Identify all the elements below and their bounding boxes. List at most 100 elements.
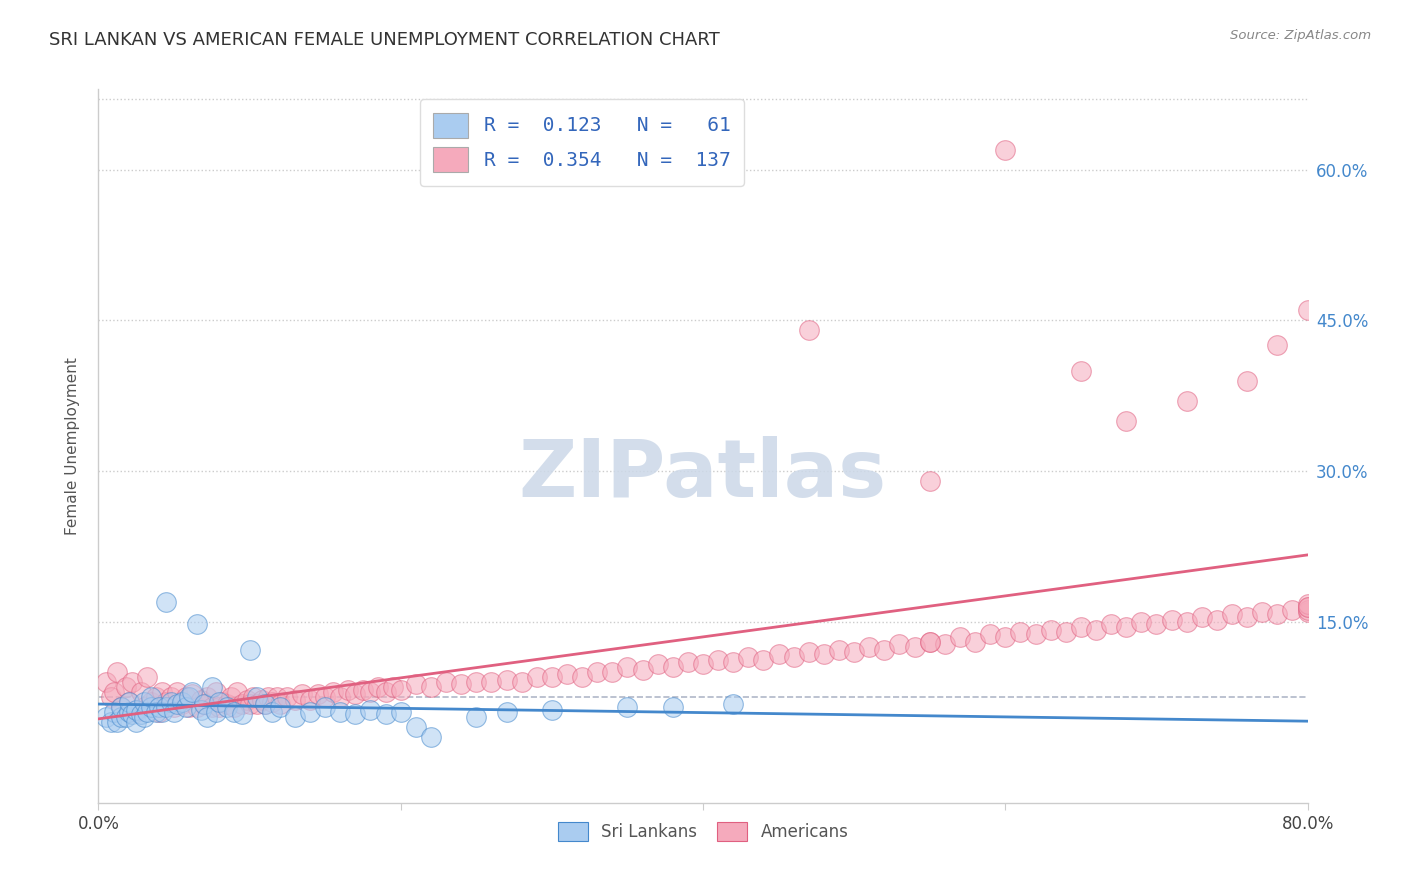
- Point: [186, 700, 208, 714]
- Point: [1024, 627, 1046, 641]
- Point: [360, 703, 382, 717]
- Point: [918, 474, 941, 488]
- Point: [129, 707, 152, 722]
- Point: [1160, 613, 1182, 627]
- Point: [889, 637, 911, 651]
- Point: [135, 670, 157, 684]
- Point: [918, 635, 941, 649]
- Point: [329, 706, 352, 720]
- Point: [163, 700, 186, 714]
- Point: [224, 706, 246, 720]
- Point: [141, 700, 163, 714]
- Point: [434, 675, 457, 690]
- Point: [405, 677, 427, 691]
- Point: [352, 683, 374, 698]
- Point: [205, 706, 228, 720]
- Legend: Sri Lankans, Americans: Sri Lankans, Americans: [551, 815, 855, 848]
- Point: [239, 698, 262, 712]
- Point: [1175, 615, 1198, 629]
- Point: [1236, 610, 1258, 624]
- Point: [125, 703, 148, 717]
- Point: [231, 698, 253, 712]
- Point: [692, 657, 714, 672]
- Point: [114, 680, 136, 694]
- Point: [125, 706, 148, 720]
- Point: [125, 715, 148, 730]
- Point: [262, 695, 284, 709]
- Point: [291, 687, 314, 701]
- Point: [420, 731, 443, 745]
- Point: [676, 655, 699, 669]
- Point: [166, 698, 188, 712]
- Point: [250, 693, 273, 707]
- Point: [1115, 414, 1137, 428]
- Point: [155, 595, 177, 609]
- Point: [616, 700, 638, 714]
- Point: [1175, 393, 1198, 408]
- Point: [211, 695, 233, 709]
- Point: [242, 690, 264, 705]
- Point: [405, 720, 427, 734]
- Point: [934, 637, 956, 651]
- Point: [828, 643, 851, 657]
- Point: [118, 695, 141, 709]
- Point: [307, 687, 329, 701]
- Point: [284, 710, 307, 724]
- Point: [221, 690, 243, 705]
- Point: [150, 706, 173, 720]
- Point: [723, 655, 745, 669]
- Point: [844, 645, 866, 659]
- Point: [797, 323, 820, 337]
- Point: [360, 685, 382, 699]
- Point: [256, 690, 278, 705]
- Point: [813, 647, 835, 661]
- Point: [276, 690, 298, 705]
- Point: [105, 665, 128, 680]
- Point: [299, 706, 322, 720]
- Point: [1220, 607, 1243, 621]
- Point: [132, 710, 155, 724]
- Text: ZIPatlas: ZIPatlas: [519, 435, 887, 514]
- Point: [195, 690, 218, 705]
- Point: [170, 695, 193, 709]
- Point: [1115, 620, 1137, 634]
- Point: [329, 690, 352, 705]
- Point: [1296, 599, 1319, 614]
- Point: [465, 710, 488, 724]
- Point: [661, 660, 683, 674]
- Point: [205, 685, 228, 699]
- Point: [420, 680, 443, 694]
- Point: [262, 706, 284, 720]
- Point: [166, 685, 188, 699]
- Point: [195, 710, 218, 724]
- Point: [179, 700, 201, 714]
- Point: [114, 710, 136, 724]
- Point: [160, 690, 183, 705]
- Point: [145, 690, 167, 705]
- Point: [737, 650, 759, 665]
- Point: [602, 665, 624, 680]
- Point: [450, 677, 472, 691]
- Point: [150, 685, 173, 699]
- Point: [193, 698, 215, 712]
- Point: [374, 707, 396, 722]
- Point: [299, 693, 322, 707]
- Point: [94, 710, 117, 724]
- Point: [118, 706, 141, 720]
- Point: [1296, 605, 1319, 619]
- Point: [1296, 303, 1319, 318]
- Point: [465, 675, 488, 690]
- Point: [661, 700, 683, 714]
- Point: [647, 657, 669, 672]
- Point: [190, 703, 212, 717]
- Point: [174, 690, 197, 705]
- Point: [571, 670, 593, 684]
- Point: [174, 700, 197, 714]
- Point: [555, 667, 578, 681]
- Point: [586, 665, 609, 680]
- Point: [135, 706, 157, 720]
- Point: [382, 680, 405, 694]
- Point: [94, 675, 117, 690]
- Point: [1206, 613, 1229, 627]
- Point: [103, 706, 125, 720]
